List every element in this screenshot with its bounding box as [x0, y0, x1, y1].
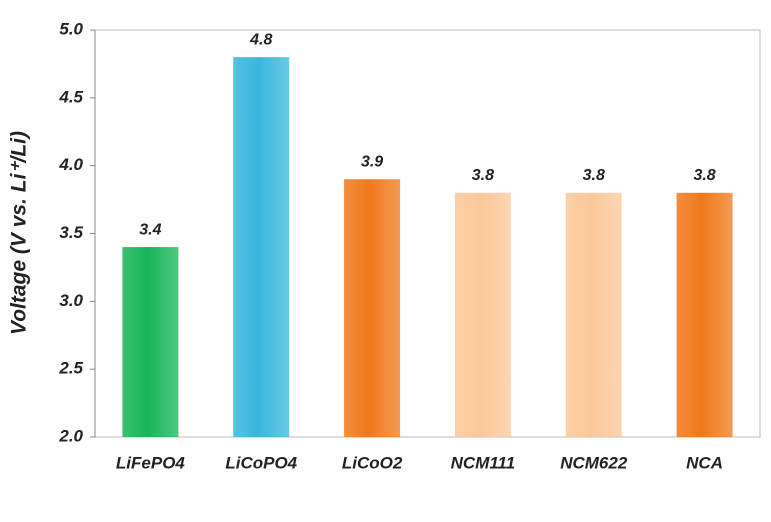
- value-label: 3.8: [583, 167, 605, 184]
- y-axis-label: Voltage (V vs. Li⁺/Li): [8, 131, 31, 335]
- bar: [676, 192, 733, 437]
- bar: [454, 192, 511, 437]
- x-tick-label: NCA: [686, 453, 723, 472]
- y-tick-label: 2.5: [58, 359, 83, 378]
- y-tick-label: 2.0: [58, 426, 83, 445]
- value-label: 3.8: [472, 167, 494, 184]
- value-label: 3.8: [693, 167, 715, 184]
- x-tick-label: LiCoPO4: [225, 453, 297, 472]
- bar: [122, 247, 179, 437]
- y-tick-label: 3.5: [59, 223, 83, 242]
- plot-frame: [94, 29, 761, 438]
- value-label: 3.9: [361, 153, 383, 170]
- bar: [565, 192, 622, 437]
- x-tick-label: NCM111: [451, 453, 516, 472]
- value-label: 3.4: [139, 221, 161, 238]
- bar: [233, 57, 290, 438]
- y-tick-label: 3.0: [59, 291, 83, 310]
- x-tick-label: LiCoO2: [342, 453, 403, 472]
- y-tick-label: 4.5: [58, 87, 83, 106]
- bar: [344, 179, 401, 437]
- x-tick-label: LiFePO4: [116, 453, 186, 472]
- x-tick-label: NCM622: [560, 453, 628, 472]
- y-tick-label: 4.0: [58, 155, 83, 174]
- value-label: 4.8: [249, 31, 272, 48]
- y-tick-label: 5.0: [59, 19, 83, 38]
